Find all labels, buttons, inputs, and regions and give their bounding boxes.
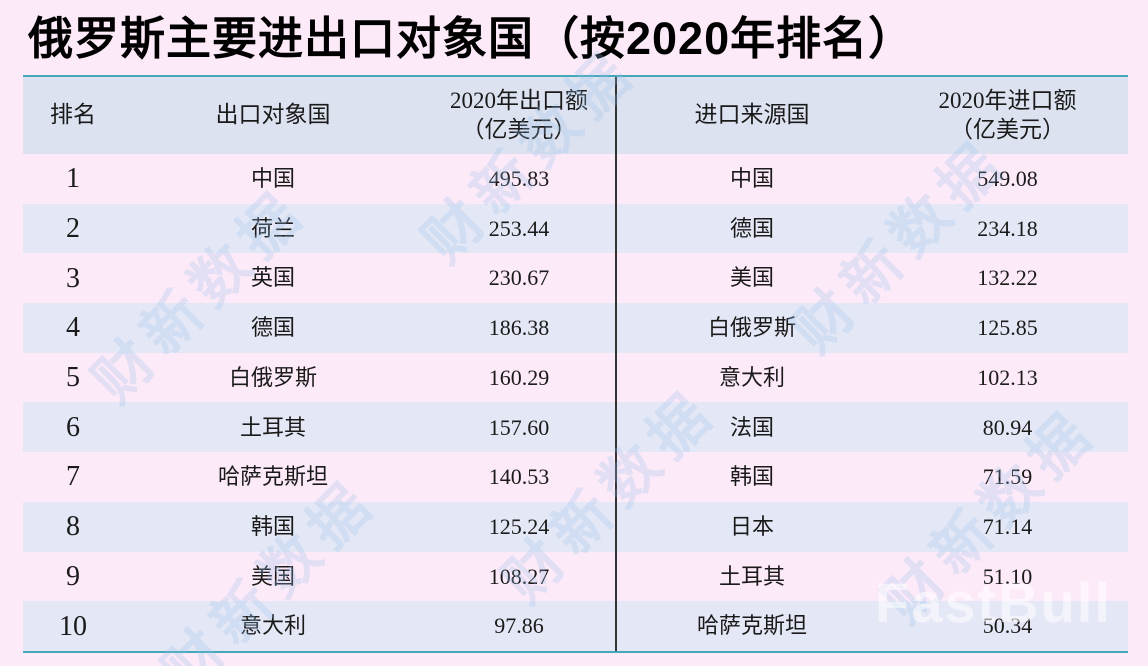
import-value-cell: 51.10 (982, 563, 1033, 589)
page-title: 俄罗斯主要进出口对象国（按2020年排名） (28, 13, 915, 64)
export-value-cell: 97.86 (423, 601, 617, 651)
export-country-cell: 德国 (250, 315, 295, 341)
header-rank: 排名 (50, 102, 96, 128)
header-export-value-line2: （亿美元） (461, 116, 577, 142)
table-header-row: 排名 出口对象国 2020年出口额 （亿美元） 进口来源国 2020年进口额 （… (23, 77, 1128, 154)
table-row: 2 荷兰 253.44 德国 234.18 (23, 203, 1128, 254)
export-country-cell: 美国 (250, 563, 295, 589)
export-value-cell: 253.44 (423, 203, 617, 254)
export-value-cell: 108.27 (423, 551, 617, 602)
header-import-value-line1: 2020年进口额 (938, 87, 1077, 113)
header-export-country: 出口对象国 (215, 102, 331, 128)
import-country-cell: 美国 (729, 265, 774, 291)
export-value-cell: 125.24 (423, 501, 617, 552)
table-row: 10 意大利 97.86 哈萨克斯坦 50.34 (23, 601, 1128, 651)
import-country-cell: 德国 (729, 215, 774, 241)
header-import-value-line2: （亿美元） (950, 116, 1065, 142)
export-value-cell: 160.29 (423, 352, 617, 403)
rank-cell: 7 (66, 461, 80, 493)
table-body: 1 中国 495.83 中国 549.08 2 荷兰 253.44 德国 234… (23, 154, 1128, 651)
import-value-cell: 549.08 (977, 166, 1038, 192)
header-import-country: 进口来源国 (694, 102, 810, 128)
import-value-cell: 234.18 (977, 215, 1038, 241)
table-row: 9 美国 108.27 土耳其 51.10 (23, 551, 1128, 602)
table-row: 5 白俄罗斯 160.29 意大利 102.13 (23, 352, 1128, 403)
header-export-value-line1: 2020年出口额 (450, 87, 588, 113)
rank-cell: 3 (66, 262, 80, 294)
export-country-cell: 英国 (250, 265, 295, 291)
table-row: 4 德国 186.38 白俄罗斯 125.85 (23, 303, 1128, 353)
header-import-value: 2020年进口额 （亿美元） (887, 87, 1128, 145)
rank-cell: 2 (66, 213, 80, 245)
export-value-cell: 186.38 (423, 303, 617, 353)
table-row: 1 中国 495.83 中国 549.08 (23, 154, 1128, 204)
trade-table: 排名 出口对象国 2020年出口额 （亿美元） 进口来源国 2020年进口额 （… (23, 75, 1128, 653)
export-country-cell: 意大利 (239, 613, 306, 639)
export-value-cell: 157.60 (423, 402, 617, 453)
export-value-cell: 495.83 (423, 154, 617, 204)
export-country-cell: 白俄罗斯 (228, 364, 317, 390)
import-country-cell: 韩国 (729, 464, 774, 490)
import-value-cell: 71.59 (982, 464, 1033, 490)
export-country-cell: 荷兰 (250, 215, 295, 241)
import-value-cell: 50.34 (982, 613, 1033, 639)
export-value-cell: 140.53 (423, 452, 617, 502)
table-row: 7 哈萨克斯坦 140.53 韩国 71.59 (23, 452, 1128, 502)
export-country-cell: 中国 (250, 166, 295, 192)
export-country-cell: 土耳其 (239, 414, 306, 440)
import-value-cell: 102.13 (977, 364, 1038, 390)
rank-cell: 4 (66, 312, 80, 344)
rank-cell: 10 (59, 610, 87, 642)
export-value-cell: 230.67 (423, 253, 617, 304)
import-country-cell: 白俄罗斯 (707, 315, 796, 341)
rank-cell: 1 (66, 163, 80, 195)
import-country-cell: 意大利 (718, 364, 785, 390)
import-value-cell: 71.14 (982, 513, 1033, 539)
rank-cell: 9 (66, 560, 80, 592)
import-value-cell: 80.94 (982, 414, 1033, 440)
table-row: 3 英国 230.67 美国 132.22 (23, 253, 1128, 304)
import-country-cell: 土耳其 (718, 563, 785, 589)
rank-cell: 8 (66, 511, 80, 543)
import-value-cell: 132.22 (977, 265, 1038, 291)
table-row: 6 土耳其 157.60 法国 80.94 (23, 402, 1128, 453)
import-country-cell: 日本 (729, 513, 774, 539)
import-country-cell: 法国 (729, 414, 774, 440)
header-export-value: 2020年出口额 （亿美元） (423, 77, 617, 154)
import-country-cell: 中国 (729, 166, 774, 192)
export-country-cell: 韩国 (250, 513, 295, 539)
rank-cell: 6 (66, 411, 80, 443)
import-country-cell: 哈萨克斯坦 (696, 613, 807, 639)
rank-cell: 5 (66, 362, 80, 394)
import-value-cell: 125.85 (977, 315, 1038, 341)
table-row: 8 韩国 125.24 日本 71.14 (23, 501, 1128, 552)
export-country-cell: 哈萨克斯坦 (217, 464, 328, 490)
